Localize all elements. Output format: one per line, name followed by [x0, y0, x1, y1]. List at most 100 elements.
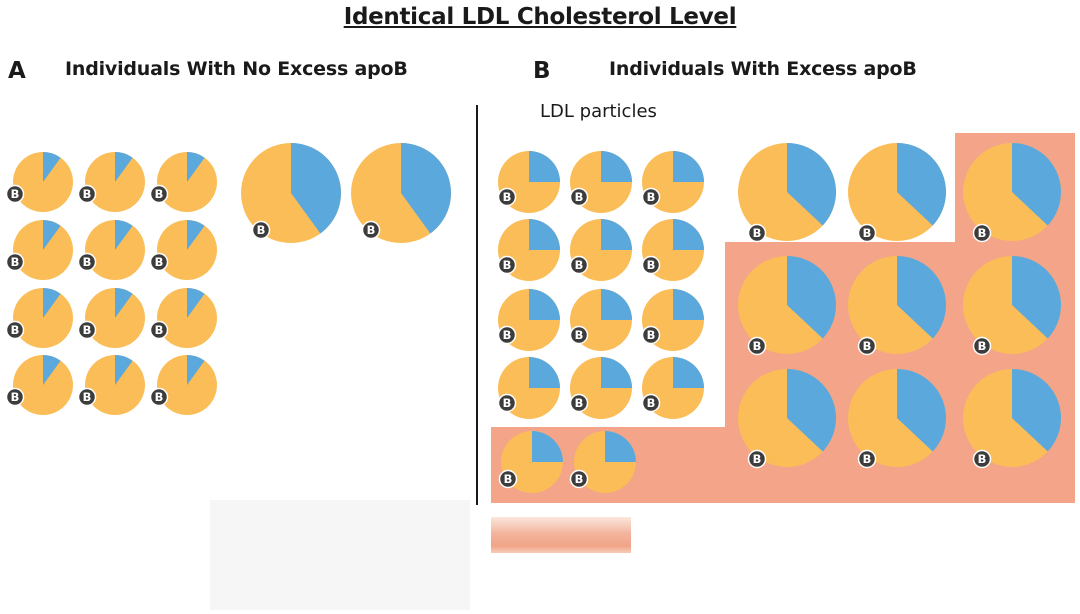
apob-badge: B: [857, 223, 877, 243]
particle-surface-wedge: [187, 288, 205, 318]
particle-surface-wedge: [115, 355, 133, 385]
apob-badge-label: B: [753, 226, 762, 240]
apob-badge-label: B: [155, 255, 164, 269]
apob-badge: B: [5, 387, 25, 407]
particle-surface-wedge: [529, 357, 560, 388]
apob-badge-label: B: [503, 190, 512, 204]
panel-a-small-particle: B: [149, 288, 217, 348]
panel-b-excess-small-particle: B: [569, 431, 636, 493]
particle-surface-wedge: [897, 369, 946, 452]
particle-surface-wedge: [601, 357, 632, 388]
apob-badge: B: [5, 320, 25, 340]
particle-surface-wedge: [43, 355, 61, 385]
figure-title: Identical LDL Cholesterol Level: [343, 4, 737, 30]
apob-badge-label: B: [978, 452, 987, 466]
panel-a-small-particle: B: [149, 355, 217, 415]
panel-a-title: Individuals With No Excess apoB: [65, 58, 408, 80]
apob-badge: B: [569, 393, 589, 413]
panel-b-excess-large-particle: B: [738, 256, 836, 356]
panel-b-small-particle: B: [497, 219, 560, 281]
apob-badge-label: B: [863, 452, 872, 466]
apob-badge: B: [77, 184, 97, 204]
panel-b-excess-large-particle: B: [963, 143, 1061, 243]
apob-badge: B: [361, 220, 381, 240]
panel-a-small-particle: B: [77, 288, 145, 348]
panel-a-small-particle: B: [5, 288, 73, 348]
apob-badge-label: B: [504, 472, 513, 486]
apob-badge: B: [77, 387, 97, 407]
particle-surface-wedge: [601, 289, 632, 320]
apob-badge-label: B: [155, 390, 164, 404]
panel-a-letter: A: [8, 58, 26, 84]
apob-badge-label: B: [753, 452, 762, 466]
apob-badge-label: B: [155, 323, 164, 337]
particle-surface-wedge: [529, 219, 560, 250]
particle-surface-wedge: [897, 256, 946, 339]
apob-badge-label: B: [575, 396, 584, 410]
apob-badge-label: B: [11, 390, 20, 404]
apob-badge: B: [569, 469, 589, 489]
apob-badge: B: [747, 449, 767, 469]
particle-surface-wedge: [673, 357, 704, 388]
apob-badge: B: [5, 252, 25, 272]
particle-surface-wedge: [115, 152, 133, 182]
legend-swatch: [491, 517, 631, 553]
panel-a-large-particle: B: [241, 143, 341, 243]
particle-surface-wedge: [787, 369, 836, 452]
apob-badge-label: B: [83, 187, 92, 201]
apob-badge: B: [747, 336, 767, 356]
apob-badge: B: [498, 469, 518, 489]
apob-badge-label: B: [503, 328, 512, 342]
panel-b-excess-large-particle: B: [963, 369, 1061, 469]
apob-badge: B: [857, 449, 877, 469]
panel-a-small-particle: B: [149, 152, 217, 212]
apob-badge-label: B: [978, 339, 987, 353]
panel-b-small-particle: B: [497, 151, 560, 213]
panel-a-small-particle: B: [5, 152, 73, 212]
apob-badge: B: [641, 255, 661, 275]
particle-surface-wedge: [529, 289, 560, 320]
particle-surface-wedge: [43, 288, 61, 318]
particle-surface-wedge: [787, 143, 836, 226]
particle-surface-wedge: [187, 355, 205, 385]
apob-badge: B: [149, 320, 169, 340]
apob-badge-label: B: [11, 187, 20, 201]
apob-badge-label: B: [11, 255, 20, 269]
faint-background-artifact: [210, 500, 470, 610]
apob-badge: B: [747, 223, 767, 243]
apob-badge: B: [972, 449, 992, 469]
panel-b-small-particle: B: [641, 289, 704, 351]
panel-b-excess-large-particle: B: [848, 369, 946, 469]
panel-b-small-particle: B: [569, 219, 632, 281]
ldl-particles-label: LDL particles: [540, 101, 657, 122]
apob-badge-label: B: [83, 390, 92, 404]
apob-badge: B: [972, 223, 992, 243]
apob-badge-label: B: [575, 258, 584, 272]
apob-badge: B: [569, 187, 589, 207]
particle-surface-wedge: [529, 151, 560, 182]
panel-b-small-particle: B: [641, 151, 704, 213]
panel-b-small-particle: B: [569, 357, 632, 419]
apob-badge: B: [149, 184, 169, 204]
particle-surface-wedge: [43, 152, 61, 182]
panel-b-excess-small-particle: B: [498, 431, 563, 493]
panel-divider: [476, 105, 478, 505]
panel-a-small-particle: B: [77, 220, 145, 280]
apob-badge-label: B: [575, 328, 584, 342]
apob-badge-label: B: [647, 328, 656, 342]
particle-surface-wedge: [1012, 143, 1061, 226]
panel-b-large-particle: B: [848, 143, 946, 243]
particle-surface-wedge: [897, 143, 946, 226]
apob-badge: B: [641, 325, 661, 345]
apob-badge: B: [857, 336, 877, 356]
apob-badge-label: B: [575, 472, 584, 486]
apob-badge: B: [497, 393, 517, 413]
particle-surface-wedge: [187, 152, 205, 182]
apob-badge: B: [77, 252, 97, 272]
panel-b-small-particle: B: [497, 357, 560, 419]
apob-badge: B: [149, 387, 169, 407]
particle-surface-wedge: [601, 219, 632, 250]
particle-surface-wedge: [43, 220, 61, 250]
particle-surface-wedge: [673, 219, 704, 250]
